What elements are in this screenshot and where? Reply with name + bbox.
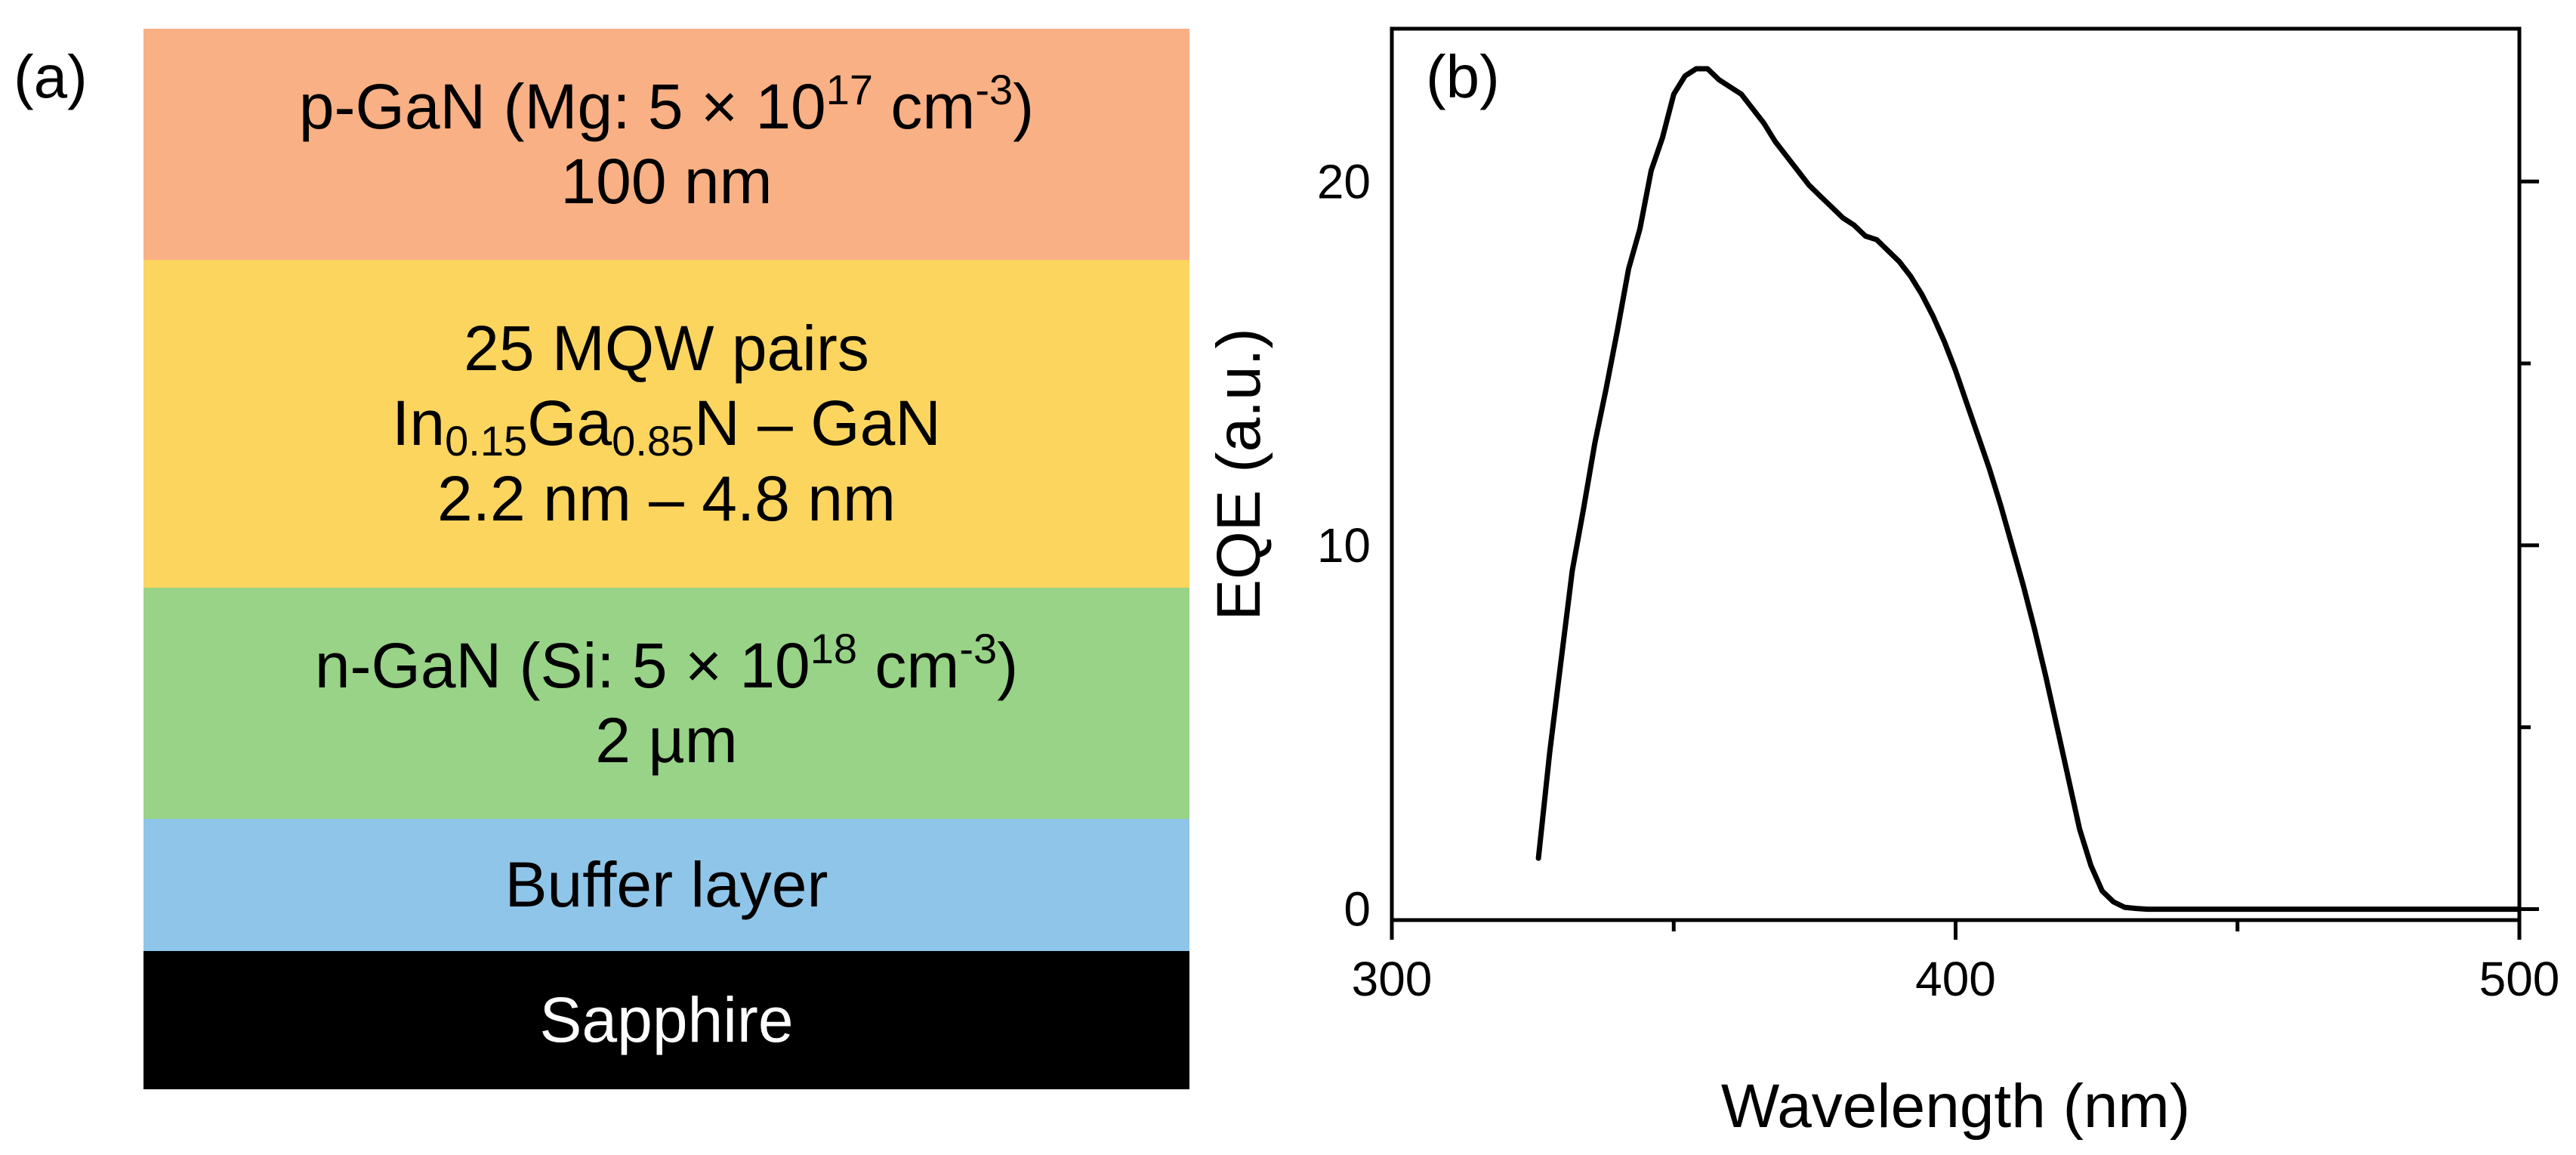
x-tick-label: 400: [1915, 952, 1996, 1006]
mqw-ga-frac: 0.85: [612, 417, 695, 465]
p-gan-close: ): [1013, 70, 1035, 142]
mqw-in-frac: 0.15: [445, 417, 528, 465]
panel-a-label: (a): [14, 43, 88, 110]
p-gan-unit-exp: -3: [975, 65, 1013, 113]
eqe-series-line: [1535, 66, 2522, 913]
mqw-in: In: [392, 388, 446, 459]
plot-frame: [1390, 26, 2522, 922]
p-gan-thickness: 100 nm: [560, 146, 773, 217]
y-axis-title: EQE (a.u.): [1205, 328, 1273, 620]
y-tick-label: 10: [1317, 518, 1371, 573]
n-gan-close: ): [997, 629, 1019, 701]
x-axis-title: Wavelength (nm): [1721, 1072, 2190, 1141]
mqw-thickness: 2.2 nm – 4.8 nm: [437, 462, 896, 534]
mqw-n-gan: N – GaN: [694, 388, 941, 459]
mqw-composition: In0.15Ga0.85N – GaN: [392, 386, 941, 462]
layer-p-gan: p-GaN (Mg: 5 × 1017 cm-3) 100 nm: [143, 29, 1189, 260]
tick-layer: 300 400 500 0 10 20: [1317, 154, 2560, 1006]
p-gan-exp: 17: [825, 65, 874, 113]
n-gan-text: n-GaN (Si: 5 × 10: [314, 629, 810, 701]
layer-buffer: Buffer layer: [143, 819, 1189, 951]
n-gan-exp: 18: [810, 624, 858, 672]
p-gan-text: p-GaN (Mg: 5 × 10: [298, 70, 826, 142]
x-tick-label: 500: [2479, 952, 2560, 1006]
panel-b-label: (b): [1426, 43, 1500, 110]
y-tick-label: 20: [1317, 154, 1371, 208]
n-gan-doping-line: n-GaN (Si: 5 × 1018 cm-3): [314, 624, 1019, 703]
p-gan-unit: cm: [873, 70, 976, 142]
layer-n-gan: n-GaN (Si: 5 × 1018 cm-3) 2 µm: [143, 588, 1189, 819]
p-gan-doping-line: p-GaN (Mg: 5 × 1017 cm-3): [298, 65, 1035, 144]
x-tick-label: 300: [1352, 952, 1433, 1006]
layer-sapphire: Sapphire: [143, 951, 1189, 1089]
mqw-ga: Ga: [527, 388, 612, 459]
mqw-pairs: 25 MQW pairs: [464, 313, 869, 384]
n-gan-unit-exp: -3: [959, 624, 998, 672]
n-gan-thickness: 2 µm: [595, 705, 738, 776]
layer-mqw: 25 MQW pairs In0.15Ga0.85N – GaN 2.2 nm …: [143, 260, 1189, 588]
n-gan-unit: cm: [857, 629, 960, 701]
sapphire-label: Sapphire: [539, 984, 794, 1055]
buffer-label: Buffer layer: [504, 848, 828, 920]
y-tick-label: 0: [1344, 882, 1371, 937]
layer-stack: p-GaN (Mg: 5 × 1017 cm-3) 100 nm 25 MQW …: [143, 29, 1189, 1089]
